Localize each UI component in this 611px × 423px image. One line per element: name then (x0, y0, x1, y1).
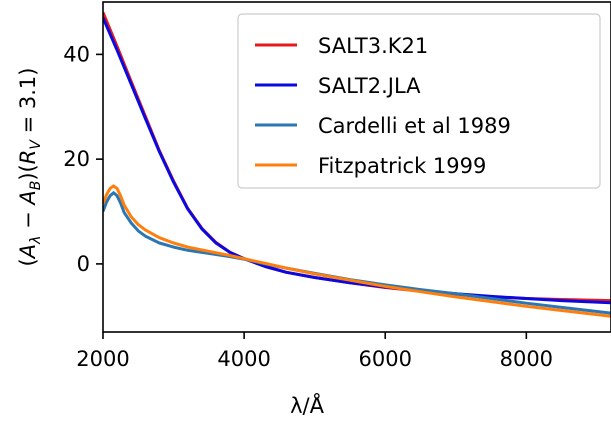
series-line-3 (103, 184, 611, 318)
y-tick-label-2: 40 (63, 42, 90, 66)
legend-label-2: Cardelli et al 1989 (318, 114, 511, 138)
x-tick-label-3: 8000 (500, 347, 553, 371)
axis-layer: 2000 4000 6000 8000 0 20 40 (63, 42, 553, 371)
plot-frame (102, 1, 611, 333)
x-tick-label-1: 4000 (217, 347, 270, 371)
legend-label-1: SALT2.JLA (318, 74, 421, 98)
legend-box (237, 13, 601, 189)
legend-label-0: SALT3.K21 (318, 34, 428, 58)
series-line-2 (103, 191, 611, 315)
legend-label-3: Fitzpatrick 1999 (318, 154, 486, 178)
y-tick-label-1: 20 (63, 147, 90, 171)
x-tick-label-2: 6000 (358, 347, 411, 371)
x-tick-label-0: 2000 (76, 347, 129, 371)
x-axis-label: λ/Å (290, 392, 325, 418)
legend: SALT3.K21 SALT2.JLA Cardelli et al 1989 Fit… (237, 13, 601, 189)
series-layer (103, 11, 611, 318)
y-tick-label-0: 0 (77, 252, 90, 276)
y-axis-label: (Aλ − AB)(RV = 3.1) (16, 68, 44, 267)
